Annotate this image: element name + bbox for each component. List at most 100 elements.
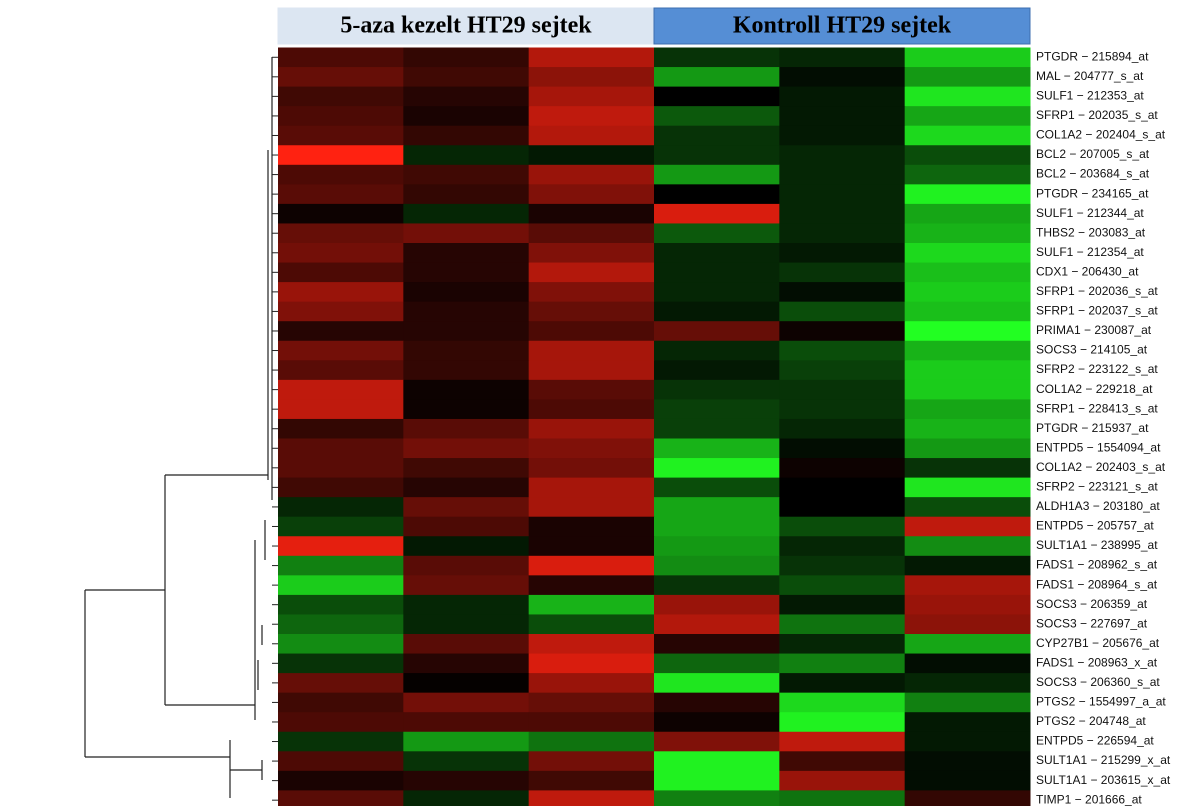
heatmap-cell [403,223,530,244]
row-label: CYP27B1 − 205676_at [1036,636,1160,650]
heatmap-cell [403,751,530,772]
heatmap-cell [528,575,655,596]
heatmap-cell [779,184,906,205]
row-label: PTGS2 − 1554997_a_at [1036,695,1166,709]
heatmap-cell [779,438,906,459]
heatmap-cell [654,634,780,655]
heatmap-cell [528,223,655,244]
heatmap-cell [654,125,780,146]
heatmap-cell [779,86,906,107]
heatmap-cell [403,712,530,733]
heatmap-cell [654,203,780,224]
heatmap-cell [278,731,404,752]
heatmap-cell [654,770,780,791]
row-label: FADS1 − 208963_x_at [1036,655,1158,669]
heatmap-cell [278,555,404,576]
heatmap-cell [904,555,1031,576]
heatmap-cell [779,731,906,752]
heatmap-cell [403,673,530,694]
heatmap-cell [904,731,1031,752]
heatmap-cell [528,47,655,68]
heatmap-cell [403,594,530,615]
heatmap-cell [528,86,655,107]
row-label: SULT1A1 − 215299_x_at [1036,753,1171,767]
heatmap-cell [779,106,906,127]
row-label: SOCS3 − 214105_at [1036,343,1148,357]
heatmap-cell [528,243,655,264]
heatmap-cell [779,692,906,713]
heatmap-cell [278,614,404,635]
heatmap-cell [278,223,404,244]
heatmap-cell [904,340,1031,361]
heatmap-cell [403,243,530,264]
heatmap-cell [779,751,906,772]
heatmap-cell [779,340,906,361]
row-label: TIMP1 − 201666_at [1036,792,1142,806]
heatmap-cell [403,125,530,146]
row-label: SOCS3 − 227697_at [1036,616,1148,630]
row-label: PTGDR − 234165_at [1036,186,1149,200]
heatmap-cell [654,223,780,244]
heatmap-cell [278,164,404,185]
heatmap-cell [779,770,906,791]
heatmap-cell [528,399,655,420]
heatmap-cell [278,243,404,264]
heatmap-cell [403,438,530,459]
heatmap-cell [528,692,655,713]
heatmap-cell [904,301,1031,322]
heatmap-cell [403,301,530,322]
heatmap-cell [528,262,655,283]
heatmap-cell [528,770,655,791]
heatmap-cell [278,301,404,322]
heatmap-cell [904,47,1031,68]
heatmap-cell [654,438,780,459]
heatmap-cell [528,438,655,459]
heatmap-cell [904,712,1031,733]
heatmap-cell [904,262,1031,283]
heatmap-cell [654,692,780,713]
heatmap-cell [403,262,530,283]
heatmap-cell [278,751,404,772]
heatmap-cell [904,790,1031,806]
row-label: COL1A2 − 202403_s_at [1036,460,1166,474]
heatmap-cell [654,47,780,68]
heatmap-cell [528,145,655,166]
heatmap-cell [904,770,1031,791]
heatmap-cell [278,477,404,498]
heatmap-cell [403,536,530,557]
heatmap-cell [904,86,1031,107]
row-label: PTGS2 − 204748_at [1036,714,1146,728]
heatmap-cell [278,634,404,655]
heatmap-cell [528,555,655,576]
row-label: SFRP1 − 202037_s_at [1036,304,1158,318]
row-label: ENTPD5 − 1554094_at [1036,440,1161,454]
heatmap-cell [528,184,655,205]
heatmap-cell [779,67,906,88]
row-label: SULF1 − 212354_at [1036,245,1144,259]
heatmap-cell [278,692,404,713]
heatmap-cell [654,575,780,596]
heatmap-cell [654,477,780,498]
row-label: CDX1 − 206430_at [1036,264,1139,278]
row-label: PTGDR − 215894_at [1036,49,1149,63]
heatmap-cell [528,751,655,772]
heatmap-cell [779,477,906,498]
heatmap-cell [654,164,780,185]
heatmap-cell [528,673,655,694]
heatmap-cell [779,418,906,439]
heatmap-cell [528,516,655,537]
heatmap-cell [779,243,906,264]
row-label: COL1A2 − 202404_s_at [1036,128,1166,142]
heatmap-cell [904,575,1031,596]
heatmap-cell [278,653,404,674]
row-label: MAL − 204777_s_at [1036,69,1144,83]
heatmap-cell [904,379,1031,400]
heatmap-cell [278,497,404,518]
dendrogram [84,57,273,798]
heatmap-cell [904,438,1031,459]
heatmap-cell [278,203,404,224]
heatmap-cell [779,223,906,244]
heatmap-cell [904,164,1031,185]
heatmap-cell [654,594,780,615]
